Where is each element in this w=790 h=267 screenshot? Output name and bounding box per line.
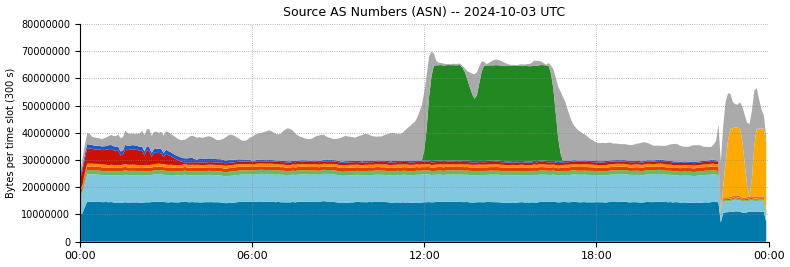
Y-axis label: Bytes per time slot (300 s): Bytes per time slot (300 s) <box>6 68 16 198</box>
Title: Source AS Numbers (ASN) -- 2024-10-03 UTC: Source AS Numbers (ASN) -- 2024-10-03 UT… <box>284 6 566 18</box>
